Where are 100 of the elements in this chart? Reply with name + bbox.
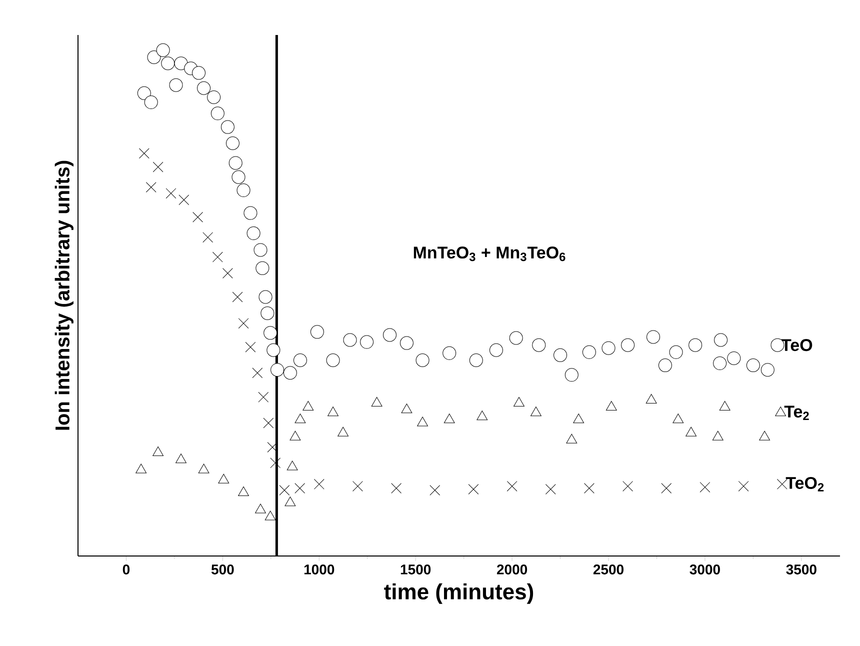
point xyxy=(314,478,324,490)
y-axis-title: Ion intensity (arbitrary units) xyxy=(54,160,74,430)
point xyxy=(152,162,164,172)
point xyxy=(622,480,633,492)
x-tick-label: 2000 xyxy=(496,564,528,574)
point xyxy=(514,396,524,406)
point xyxy=(192,66,206,80)
point xyxy=(279,485,290,496)
point xyxy=(264,326,278,340)
point xyxy=(264,510,276,520)
x-tick-label: 500 xyxy=(211,564,234,574)
point xyxy=(226,136,240,150)
point xyxy=(156,43,170,57)
annotation: MnTeO$_{3}$ + Mn$_{3}$TeO$_{6}$ xyxy=(414,246,566,262)
point xyxy=(212,252,223,262)
point xyxy=(476,410,488,420)
x-tick-label: 1000 xyxy=(304,564,334,574)
point xyxy=(284,496,296,506)
point xyxy=(688,338,702,352)
point xyxy=(218,474,230,484)
point xyxy=(506,480,518,492)
point xyxy=(166,188,176,199)
point xyxy=(255,504,266,514)
point xyxy=(294,483,306,494)
x-tick-label: 1500 xyxy=(400,564,431,574)
point xyxy=(198,464,210,474)
point xyxy=(759,430,770,440)
point xyxy=(152,446,164,456)
point xyxy=(760,363,774,377)
point xyxy=(290,430,301,440)
point xyxy=(430,485,440,496)
point xyxy=(343,333,357,347)
point xyxy=(263,418,274,428)
point xyxy=(197,81,211,95)
point xyxy=(176,454,186,464)
point xyxy=(686,426,697,436)
x-tick-label: 3000 xyxy=(690,564,720,574)
point xyxy=(228,156,242,170)
point xyxy=(468,484,479,494)
point xyxy=(238,318,249,329)
point xyxy=(371,396,382,406)
point xyxy=(661,483,672,494)
point xyxy=(232,292,243,302)
point xyxy=(530,406,542,416)
point xyxy=(178,194,190,206)
point xyxy=(658,358,672,372)
point xyxy=(566,434,578,444)
point xyxy=(302,401,314,411)
point xyxy=(270,363,284,377)
point xyxy=(442,346,456,360)
point xyxy=(738,480,749,492)
point xyxy=(719,401,730,411)
point xyxy=(192,212,203,222)
point xyxy=(672,414,684,424)
point xyxy=(294,414,306,424)
point xyxy=(138,148,150,159)
point xyxy=(382,328,396,342)
point xyxy=(244,206,258,220)
point xyxy=(310,325,324,339)
point xyxy=(326,353,340,367)
point xyxy=(144,96,158,110)
point xyxy=(469,353,483,367)
point xyxy=(338,426,349,436)
point xyxy=(489,343,503,357)
point xyxy=(252,368,263,378)
point xyxy=(401,404,412,414)
point xyxy=(573,414,584,424)
point xyxy=(222,268,233,278)
x-tick-label: 3500 xyxy=(786,564,816,574)
point xyxy=(202,232,214,243)
point xyxy=(136,464,147,474)
point xyxy=(254,243,268,257)
series-label: Te$_{2}$ xyxy=(784,406,809,420)
point xyxy=(554,348,568,362)
point xyxy=(266,343,280,357)
point xyxy=(169,78,183,92)
x-tick-label: 2500 xyxy=(593,564,624,574)
point xyxy=(700,482,710,492)
point xyxy=(258,290,272,304)
point xyxy=(391,483,402,494)
point xyxy=(545,484,556,494)
x-axis-title: time (minutes) xyxy=(384,583,534,604)
point xyxy=(416,353,430,367)
point xyxy=(260,306,274,320)
point xyxy=(270,458,281,468)
point xyxy=(328,406,338,416)
point xyxy=(146,182,156,192)
point xyxy=(584,483,594,494)
series-label: TeO xyxy=(781,339,812,352)
point xyxy=(444,414,455,424)
x-tick-label: 0 xyxy=(122,564,130,574)
point xyxy=(352,480,363,492)
point xyxy=(417,416,428,426)
point xyxy=(238,486,249,496)
point xyxy=(286,460,298,470)
point xyxy=(532,338,546,352)
point xyxy=(256,261,270,275)
point xyxy=(509,331,523,345)
point xyxy=(293,353,307,367)
series-label: TeO$_{2}$ xyxy=(786,476,824,492)
